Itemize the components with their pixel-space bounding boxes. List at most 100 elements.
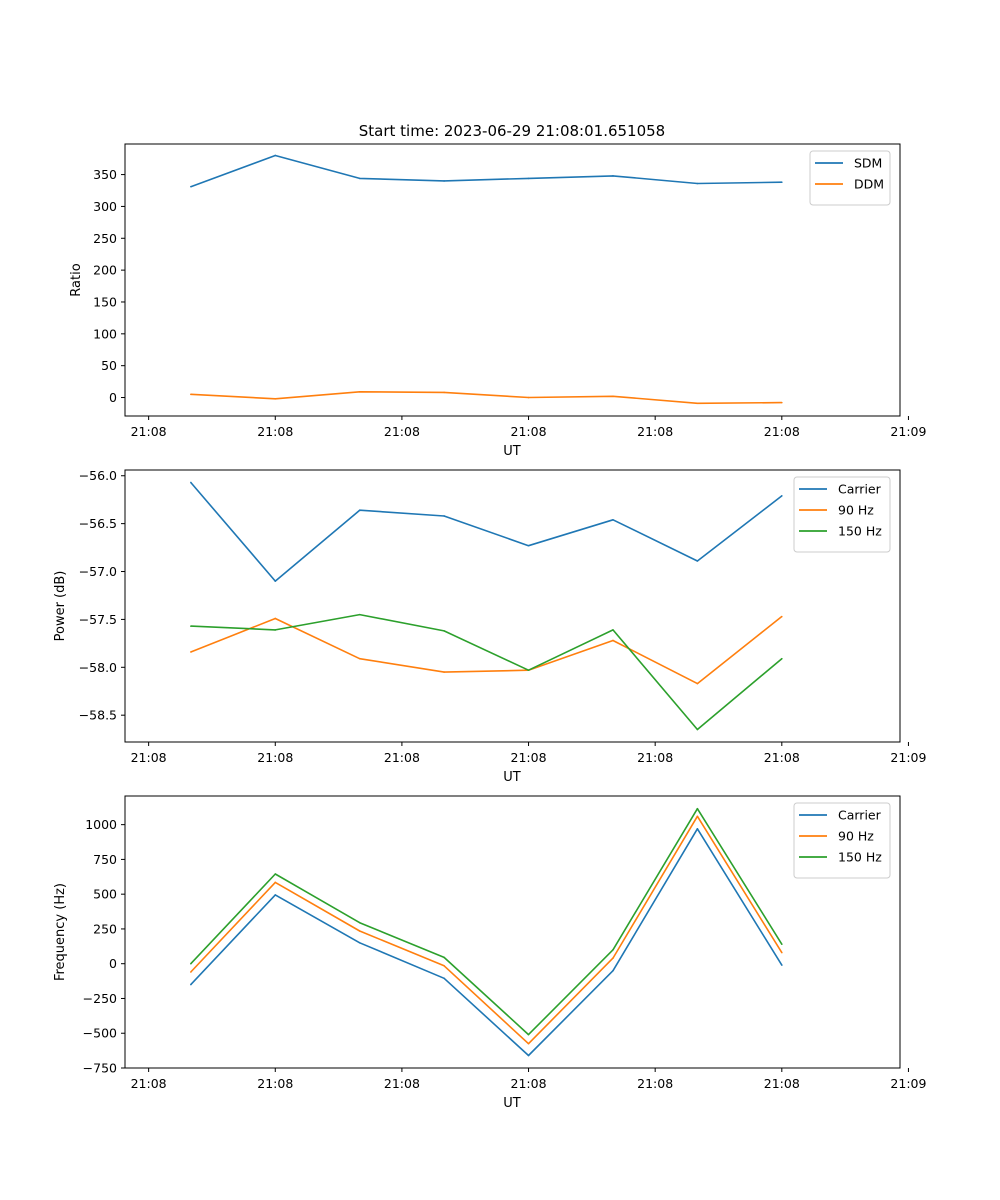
data-point: [443, 977, 445, 980]
data-point: [612, 639, 614, 642]
x-tick-label: 21:08: [257, 1076, 293, 1091]
data-point: [612, 948, 614, 951]
series-line-ddm: [190, 390, 782, 405]
data-point: [358, 177, 361, 180]
legend-label: 150 Hz: [838, 850, 882, 865]
x-tick-label: 21:08: [511, 750, 547, 765]
x-tick-label: 21:08: [637, 1076, 673, 1091]
x-tick-label: 21:09: [890, 750, 926, 765]
x-tick-label: 21:08: [257, 424, 293, 439]
data-point: [696, 828, 699, 830]
x-tick-label: 21:08: [764, 424, 800, 439]
legend-box: [793, 802, 891, 879]
series-line-sdm: [190, 154, 782, 188]
x-tick-label: 21:08: [257, 750, 293, 765]
data-point: [190, 983, 192, 986]
data-point: [358, 390, 361, 393]
y-tick-label: −250: [83, 991, 117, 1006]
series-line-90-hz: [190, 815, 783, 1045]
y-tick-label: 300: [93, 199, 117, 214]
y-tick-label: 50: [101, 358, 117, 373]
data-point: [274, 881, 277, 884]
y-tick-label: −56.0: [79, 468, 117, 483]
data-point: [696, 182, 699, 185]
data-point: [274, 873, 277, 875]
data-point: [781, 657, 783, 660]
data-point: [443, 956, 445, 959]
y-tick-label: 0: [109, 390, 117, 405]
y-tick-label: −750: [83, 1061, 117, 1076]
data-point: [527, 396, 530, 399]
data-point: [527, 669, 530, 671]
x-tick-label: 21:09: [890, 424, 926, 439]
data-point: [443, 630, 445, 632]
data-point: [696, 807, 699, 810]
x-axis-label: UT: [503, 1096, 521, 1111]
y-tick-label: 750: [93, 852, 117, 867]
x-tick-label: 21:08: [511, 424, 547, 439]
data-point: [190, 625, 192, 627]
x-tick-label: 21:08: [131, 750, 167, 765]
series-line-150-hz: [190, 807, 783, 1036]
y-axis-label: Ratio: [69, 263, 84, 296]
y-axis-label: Frequency (Hz): [53, 883, 68, 981]
data-point: [274, 629, 277, 631]
data-point: [696, 815, 699, 818]
x-tick-label: 21:08: [131, 1076, 167, 1091]
data-point: [274, 894, 277, 896]
data-point: [696, 402, 699, 405]
data-point: [274, 154, 277, 157]
y-tick-label: 200: [93, 263, 117, 278]
x-tick-label: 21:08: [384, 1076, 420, 1091]
series-line-carrier: [190, 481, 783, 582]
legend-label: 90 Hz: [838, 503, 874, 518]
data-point: [781, 495, 783, 497]
y-tick-label: −57.0: [79, 564, 117, 579]
data-point: [443, 515, 445, 517]
legend-label: 90 Hz: [838, 829, 874, 844]
series-line-90-hz: [190, 615, 783, 685]
data-point: [358, 942, 361, 944]
legend-label: DDM: [854, 177, 884, 192]
data-point: [612, 629, 614, 631]
y-tick-label: 1000: [85, 817, 117, 832]
data-point: [358, 613, 361, 616]
data-point: [527, 177, 530, 180]
data-point: [527, 1042, 530, 1045]
x-axis-label: UT: [503, 770, 521, 785]
y-tick-label: −500: [83, 1026, 117, 1041]
data-point: [443, 671, 445, 673]
y-tick-label: −58.0: [79, 660, 117, 675]
x-tick-label: 21:09: [890, 1076, 926, 1091]
y-tick-label: 350: [93, 167, 117, 182]
x-tick-label: 21:08: [764, 750, 800, 765]
panel-2: 21:08 21:08 21:08 21:08 21:08 21:08 21:09 −58.5…: [53, 468, 926, 785]
data-point: [696, 682, 699, 685]
x-tick-label: 21:08: [637, 424, 673, 439]
y-tick-label: 250: [93, 921, 117, 936]
panel-3: 21:08 21:08 21:08 21:08 21:08 21:08 21:09 −750 −…: [53, 795, 926, 1111]
data-point: [358, 921, 361, 924]
data-point: [358, 930, 361, 932]
data-point: [274, 617, 277, 620]
series-line-150-hz: [190, 613, 783, 731]
data-point: [612, 519, 614, 521]
x-tick-label: 21:08: [131, 424, 167, 439]
legend-box: [809, 150, 891, 206]
data-point: [274, 580, 277, 582]
y-tick-label: 250: [93, 231, 117, 246]
data-point: [612, 395, 614, 398]
y-tick-label: 0: [109, 956, 117, 971]
data-point: [443, 391, 445, 394]
legend: SDM DDM: [809, 150, 891, 206]
axes-frame: [124, 795, 901, 1069]
data-point: [274, 398, 277, 400]
data-point: [358, 657, 361, 660]
series-line-carrier: [190, 827, 783, 1057]
panels: 21:08 21:08 21:08 21:08 21:08 21:08 21:09 0 50 10…: [53, 143, 926, 1111]
axes-frame: [124, 469, 901, 743]
x-axis-label: UT: [503, 444, 521, 459]
x-tick-label: 21:08: [637, 750, 673, 765]
data-point: [612, 175, 614, 177]
